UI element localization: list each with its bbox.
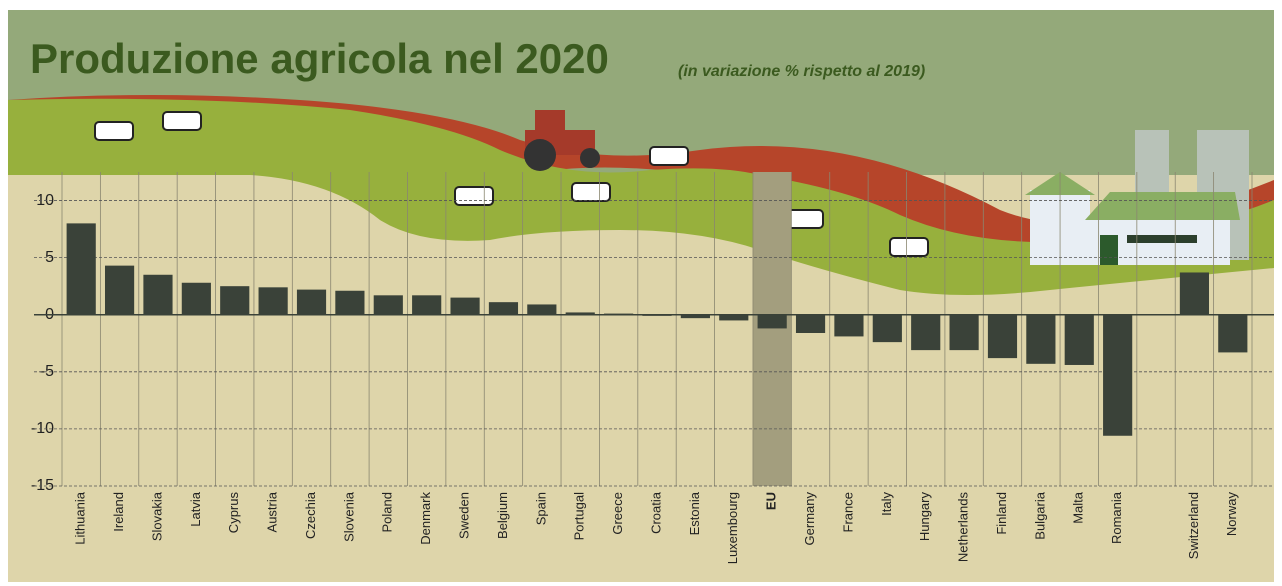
x-tick-label: Malta <box>1071 491 1086 524</box>
bar <box>143 275 172 315</box>
highlight-column <box>753 172 791 486</box>
x-tick-label: Sweden <box>457 492 472 539</box>
x-tick-label: Ireland <box>111 492 126 532</box>
bar <box>297 290 326 315</box>
x-tick-label: Greece <box>610 492 625 535</box>
x-tick-label: Romania <box>1109 491 1124 544</box>
x-tick-label: Austria <box>265 491 280 532</box>
bar <box>105 266 134 315</box>
x-tick-label: Luxembourg <box>725 492 740 564</box>
x-tick-label: Czechia <box>303 491 318 539</box>
x-tick-label: Spain <box>533 492 548 525</box>
x-tick-label: Croatia <box>648 491 663 534</box>
bar <box>834 315 863 337</box>
x-tick-label: Cyprus <box>226 492 241 534</box>
bar <box>182 283 211 315</box>
x-tick-label: Lithuania <box>73 491 88 545</box>
bar <box>604 314 633 315</box>
x-tick-label: Hungary <box>917 492 932 542</box>
bar <box>220 286 249 315</box>
x-tick-label: Estonia <box>687 491 702 535</box>
x-tick-label: Bulgaria <box>1032 491 1047 539</box>
bar <box>1218 315 1247 353</box>
bar <box>412 295 441 314</box>
x-tick-label: Latvia <box>188 491 203 526</box>
bar <box>911 315 940 350</box>
bar <box>1180 272 1209 314</box>
x-tick-label: EU <box>764 492 779 510</box>
bar <box>950 315 979 350</box>
bar <box>1026 315 1055 364</box>
x-tick-label: Slovenia <box>341 491 356 542</box>
bar <box>335 291 364 315</box>
x-tick-label: Portugal <box>572 492 587 541</box>
bar <box>681 315 710 318</box>
bar <box>259 287 288 314</box>
bar <box>527 304 556 314</box>
bar <box>988 315 1017 358</box>
bar <box>873 315 902 342</box>
bar <box>642 315 671 316</box>
bar <box>1065 315 1094 365</box>
bar <box>796 315 825 333</box>
x-tick-label: Slovakia <box>149 491 164 541</box>
x-tick-label: Denmark <box>418 492 433 545</box>
x-tick-label: Norway <box>1224 492 1239 537</box>
x-tick-label: Switzerland <box>1186 492 1201 559</box>
x-tick-label: France <box>840 492 855 532</box>
x-tick-label: Poland <box>380 492 395 532</box>
x-tick-label: Italy <box>879 492 894 516</box>
chart: Produzione agricola nel 2020 (in variazi… <box>0 0 1282 586</box>
bar <box>719 315 748 321</box>
x-tick-label: Belgium <box>495 492 510 539</box>
bar <box>450 298 479 315</box>
bar <box>67 223 96 314</box>
x-tick-label: Finland <box>994 492 1009 535</box>
bar <box>758 315 787 329</box>
bar <box>566 312 595 314</box>
x-tick-label: Germany <box>802 492 817 546</box>
bar <box>374 295 403 314</box>
x-tick-label: Netherlands <box>956 492 971 563</box>
chart-title: Produzione agricola nel 2020 <box>30 35 609 82</box>
bar <box>489 302 518 315</box>
chart-subtitle: (in variazione % rispetto al 2019) <box>678 63 925 80</box>
bar <box>1103 315 1132 436</box>
